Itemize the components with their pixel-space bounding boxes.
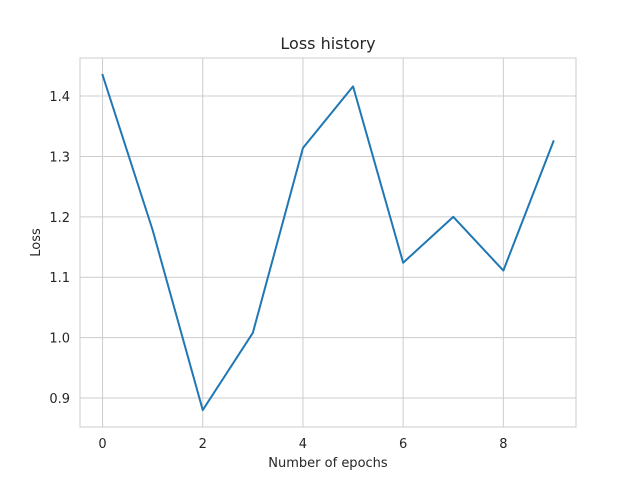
- x-tick-label: 8: [499, 437, 507, 452]
- x-tick-label: 4: [299, 437, 307, 452]
- y-axis-label: Loss: [29, 228, 44, 257]
- y-axis-ticks: 0.9 1.0 1.1 1.2 1.3 1.4: [49, 90, 70, 407]
- chart-title: Loss history: [280, 34, 375, 53]
- y-tick-label: 0.9: [49, 392, 70, 407]
- y-tick-label: 1.0: [49, 332, 70, 347]
- x-tick-label: 6: [399, 437, 407, 452]
- series-line: [101, 73, 555, 412]
- series-layer: [101, 73, 555, 412]
- x-axis-label: Number of epochs: [268, 456, 388, 471]
- x-axis-ticks: 0 2 4 6 8: [98, 437, 507, 452]
- x-tick-label: 2: [199, 437, 207, 452]
- y-tick-label: 1.4: [49, 90, 70, 105]
- y-tick-label: 1.2: [49, 211, 70, 226]
- plot-area-frame: [79, 57, 577, 428]
- y-tick-label: 1.3: [49, 150, 70, 165]
- grid: [80, 58, 576, 427]
- y-tick-label: 1.1: [49, 271, 70, 286]
- x-tick-label: 0: [98, 437, 106, 452]
